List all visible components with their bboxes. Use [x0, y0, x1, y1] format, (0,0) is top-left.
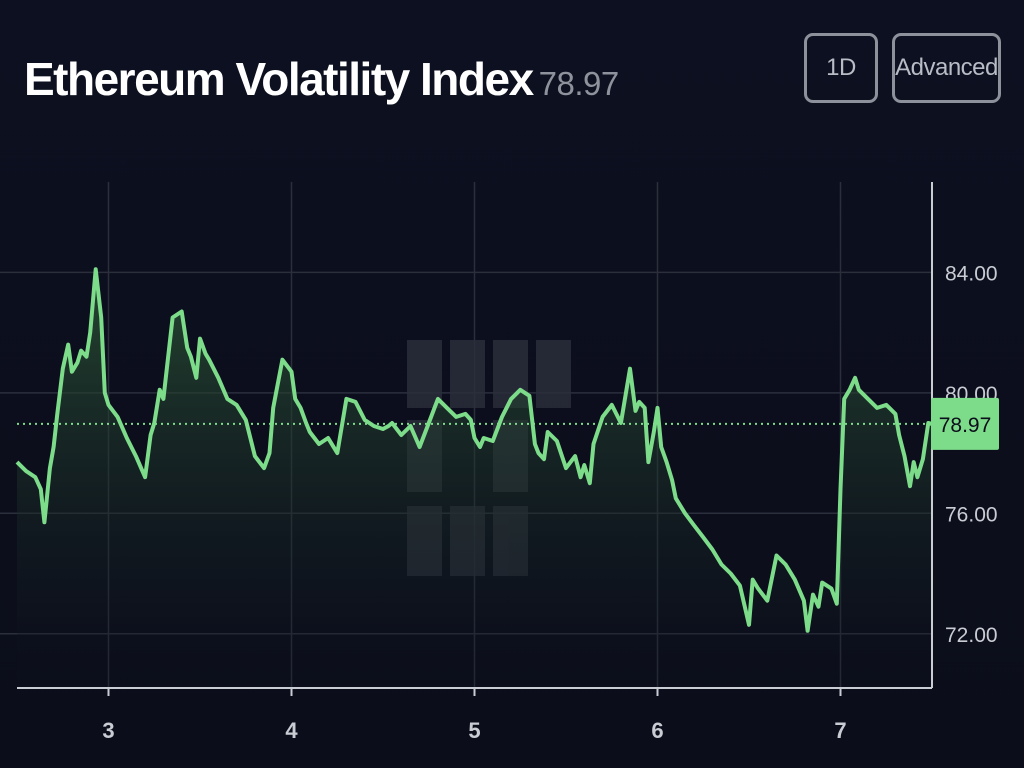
chart-header: Ethereum Volatility Index 78.97: [24, 52, 619, 106]
series-line: [15, 267, 933, 633]
x-tick-label: 4: [285, 718, 298, 743]
last-value-tag: 78.97: [931, 397, 999, 450]
x-tick-label: 6: [651, 718, 663, 743]
x-tick-label: 7: [834, 718, 846, 743]
y-tick-label: 84.00: [945, 262, 998, 285]
y-tick-label: 76.00: [945, 503, 998, 526]
series-area: [17, 269, 932, 688]
advanced-button[interactable]: Advanced: [892, 33, 1001, 103]
current-value: 78.97: [538, 65, 620, 102]
y-tick-label: 72.00: [945, 624, 998, 647]
chart-title: Ethereum Volatility Index: [24, 53, 534, 105]
range-button[interactable]: 1D: [804, 33, 878, 103]
x-tick-label: 3: [102, 718, 114, 743]
x-tick-label: 5: [468, 718, 480, 743]
last-value-label: 78.97: [939, 414, 992, 437]
